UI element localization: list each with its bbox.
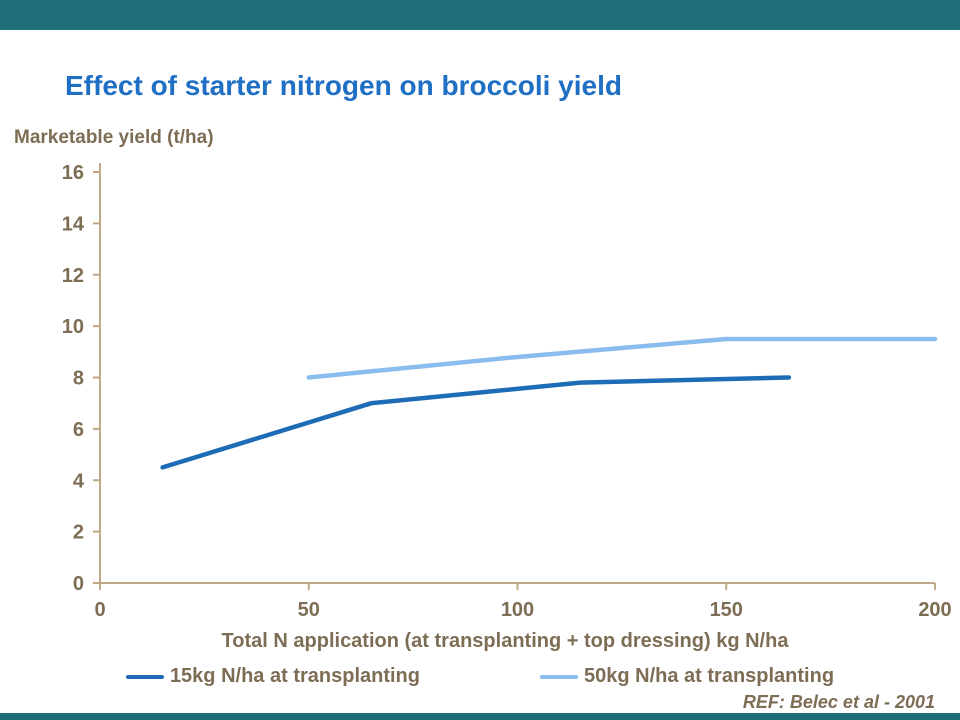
y-axis-title: Marketable yield (t/ha) <box>14 127 214 148</box>
y-tick-label: 10 <box>62 316 84 338</box>
x-tick-label: 50 <box>298 599 320 621</box>
y-tick-label: 14 <box>62 213 85 235</box>
legend-label-series2: 50kg N/ha at transplanting <box>584 665 835 687</box>
top-accent-bar <box>0 0 960 30</box>
x-axis-title: Total N application (at transplanting + … <box>221 630 789 652</box>
legend-label-series1: 15kg N/ha at transplanting <box>169 665 420 687</box>
legend-item-series1: 15kg N/ha at transplanting <box>125 665 420 688</box>
y-tick-label: 6 <box>73 419 84 441</box>
x-tick-label: 0 <box>94 599 105 621</box>
series-line-2 <box>306 336 938 380</box>
x-tick-label: 100 <box>501 599 534 621</box>
line-chart: 0 2 4 6 8 10 12 14 16 0 50 100 150 200 <box>62 162 952 621</box>
reference-citation: REF: Belec et al - 2001 <box>742 692 935 712</box>
y-tick-label: 2 <box>73 522 84 544</box>
chart-legend: 15kg N/ha at transplanting 50kg N/ha at … <box>0 665 960 688</box>
x-tick-label: 150 <box>710 599 743 621</box>
x-tick-label: 200 <box>918 599 951 621</box>
legend-line-swatch-series1 <box>125 674 164 679</box>
legend-line-swatch-series2 <box>540 674 578 679</box>
y-tick-label: 8 <box>73 368 84 390</box>
y-tick-label: 16 <box>62 162 84 184</box>
y-tick-label: 0 <box>73 573 84 595</box>
series-line-1 <box>160 375 792 470</box>
bottom-accent-bar <box>0 713 960 720</box>
y-tick-label: 12 <box>62 265 84 287</box>
chart-title: Effect of starter nitrogen on broccoli y… <box>65 70 622 101</box>
legend-item-series2: 50kg N/ha at transplanting <box>540 665 834 688</box>
y-tick-label: 4 <box>73 470 85 492</box>
